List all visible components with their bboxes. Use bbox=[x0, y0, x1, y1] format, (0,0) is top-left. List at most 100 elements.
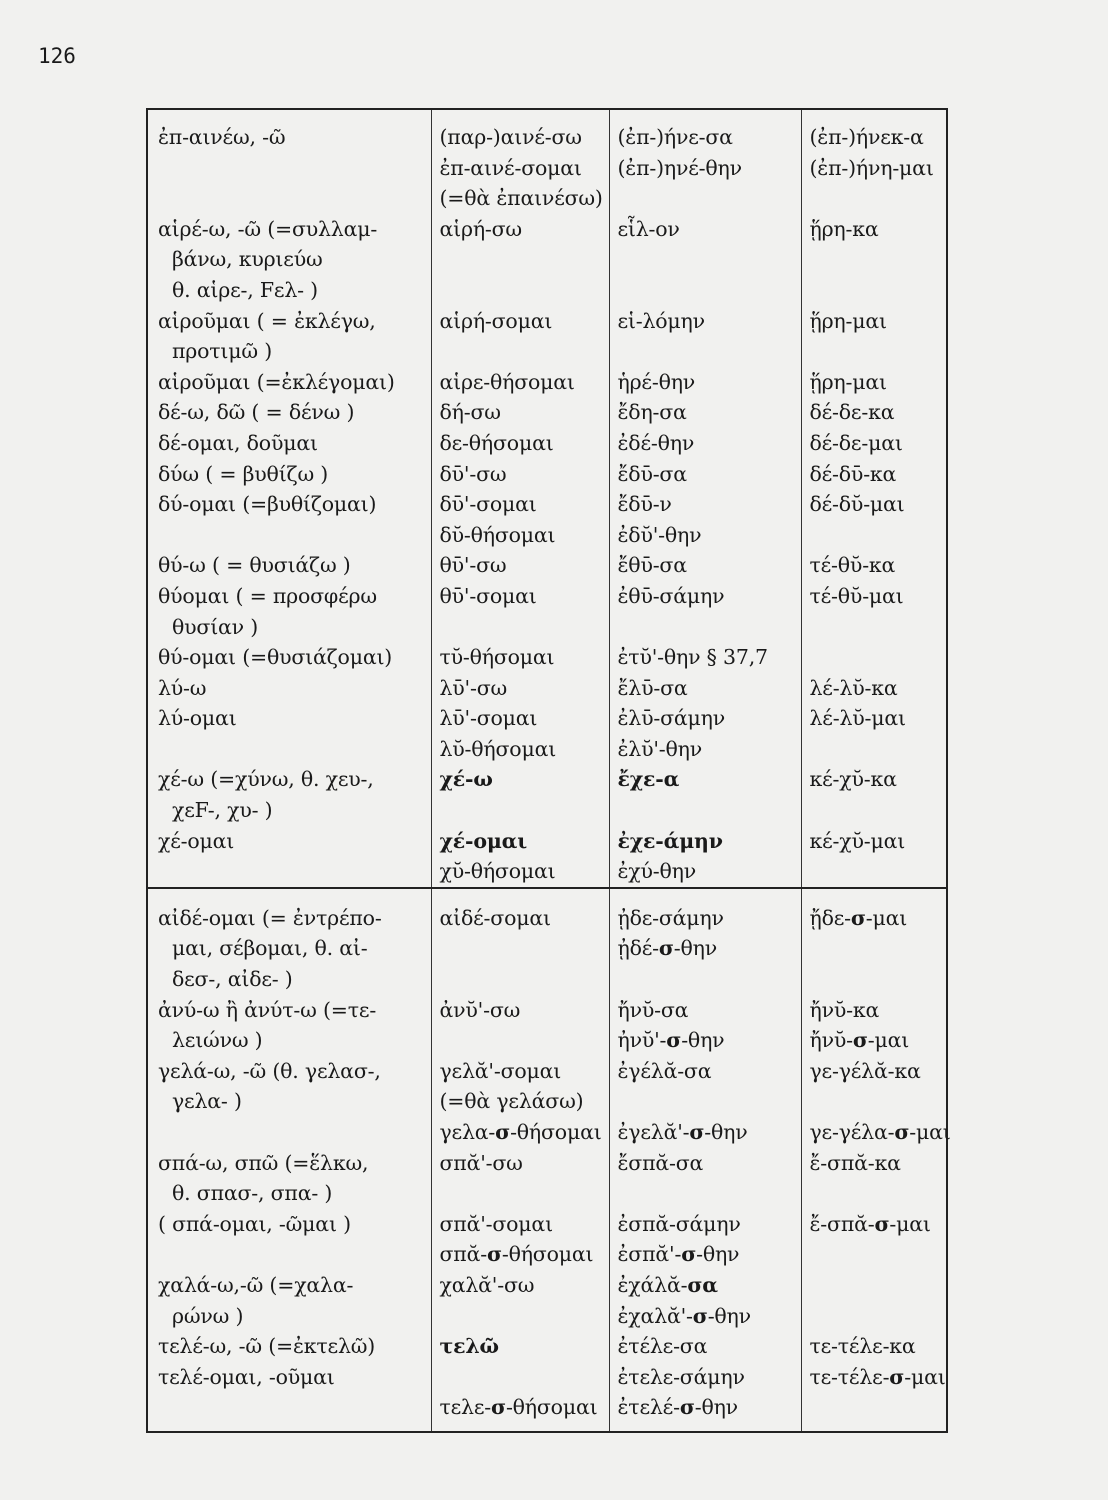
verb-future-cell: αἱρή-σομαι bbox=[430, 305, 609, 367]
table-row: αἱρέ-ω, -ῶ (=συλλαμ-βάνω, κυριεύω θ. αἱρε… bbox=[147, 213, 947, 306]
verb-present-cell: θύ-ω ( = θυσιάζω ) bbox=[147, 550, 431, 581]
table-line: θύομαι ( = προσφέρω bbox=[158, 583, 377, 608]
table-row: τελέ-ομαι, -οῦμαι τελε-σ-θήσομαι ἐτελε-σάμ… bbox=[147, 1361, 947, 1432]
verb-perfect-cell: ᾔδε-σ-μαι bbox=[800, 886, 947, 995]
table-row: αἰδέ-ομαι (= ἐντρέπο-μαι, σέβομαι, θ. αἰ… bbox=[147, 886, 947, 995]
verb-perfect-cell: δέ-δῡ-κα bbox=[800, 458, 947, 490]
table-line: γελᾰ'-σομαι bbox=[439, 1058, 562, 1083]
table-line: (=θὰ γελάσω) bbox=[439, 1089, 584, 1114]
verb-perfect-cell: ἔ-σπᾰ-κα bbox=[800, 1147, 947, 1209]
table-line: ἐτελε-σάμην bbox=[617, 1364, 745, 1389]
verb-future-cell: λῡ'-σω bbox=[430, 672, 609, 704]
table-row: δέ-ομαι, δοῦμαι δε-θήσομαι ἐδέ-θην δέ-δε-μα… bbox=[147, 427, 947, 459]
text-segment: -θήσομαι bbox=[505, 1395, 598, 1420]
verb-future-cell: χαλᾰ'-σω bbox=[430, 1269, 609, 1332]
table-line: σπᾰ'-σω bbox=[439, 1150, 523, 1175]
verb-present-cell: θύομαι ( = προσφέρω θυσίαν ) bbox=[147, 581, 431, 642]
text-segment: -μαι bbox=[909, 1120, 951, 1144]
table-line: ἐσπᾰ-σάμην bbox=[617, 1211, 741, 1236]
table-line: ἐγελᾰ'-σ-θην bbox=[618, 1117, 801, 1148]
table-line: σπᾰ-σ-θήσομαι bbox=[440, 1239, 609, 1270]
text-segment: γελα- bbox=[439, 1120, 496, 1144]
verb-future-cell: χέ-ω bbox=[430, 764, 609, 826]
text-segment: ἔ-σπᾰ- bbox=[809, 1211, 875, 1236]
verb-future-cell: λῡ'-σομαι λῠ-θήσομαι bbox=[430, 703, 609, 765]
text-segment: ἐχαλᾰ'- bbox=[617, 1303, 693, 1328]
text-segment: ἐτελέ- bbox=[617, 1395, 681, 1420]
verb-present-cell: σπά-ω, σπῶ (=ἕλκω, θ. σπασ-, σπα- ) bbox=[147, 1148, 431, 1209]
table-line: τελε-σ-θήσομαι bbox=[440, 1392, 609, 1423]
verb-aorist-cell: ἐτέλε-σα bbox=[608, 1331, 801, 1362]
table-line: δέ-ω, δῶ ( = δένω ) bbox=[158, 400, 355, 425]
table-line: χῠ-θήσομαι bbox=[439, 859, 556, 884]
table-line: θυσίαν ) bbox=[172, 614, 259, 639]
verb-perfect-cell: ᾕρη-κα bbox=[800, 213, 947, 306]
verb-present-cell: δέ-ομαι, δοῦμαι bbox=[147, 428, 431, 459]
bold-segment: χέ-ομαι bbox=[439, 828, 528, 853]
verb-perfect-cell: γε-γέλᾰ-κα γε-γέλα-σ-μαι bbox=[800, 1055, 951, 1148]
verb-present-cell: δύω ( = βυθίζω ) bbox=[147, 459, 431, 490]
table-line: τε-τέλε-σ-μαι bbox=[810, 1362, 947, 1393]
bold-segment: σ bbox=[679, 1395, 695, 1420]
verb-aorist-cell: ἔδῡ-ν ἐδῠ'-θην bbox=[608, 489, 801, 551]
verb-future-cell: σπᾰ'-σομαι σπᾰ-σ-θήσομαι bbox=[430, 1208, 609, 1270]
table-line: εἷλ-ον bbox=[617, 216, 680, 241]
table-line: δῡ'-σομαι bbox=[439, 492, 537, 517]
verb-future-cell: θῡ'-σομαι bbox=[430, 580, 609, 643]
table-line: ἔχε-α bbox=[618, 764, 801, 795]
table-line: δέ-δε-κα bbox=[809, 400, 895, 425]
bold-segment: σ bbox=[486, 1242, 502, 1267]
table-line: ἐδῠ'-θην bbox=[617, 522, 702, 547]
verb-present-cell: γελά-ω, -ῶ (θ. γελασ-, γελα- ) bbox=[147, 1056, 431, 1148]
verb-perfect-cell bbox=[800, 642, 947, 673]
table-row: δύ-ομαι (=βυθίζομαι) δῡ'-σομαι δῠ-θήσομαι ἔ… bbox=[147, 489, 947, 551]
verb-perfect-cell: (ἐπ-)ήνεκ-α (ἐπ-)ήνη-μαι bbox=[800, 109, 947, 214]
table-line: ( σπά-ομαι, -ῶμαι ) bbox=[158, 1211, 351, 1236]
bold-segment: σ bbox=[491, 1395, 506, 1420]
verb-perfect-cell: τε-τέλε-κα bbox=[800, 1331, 947, 1362]
table-line: ἐλῠ'-θην bbox=[617, 736, 703, 761]
verb-aorist-cell: εἱ-λόμην bbox=[608, 305, 801, 367]
table-line: θ. αἱρε-, Fελ- ) bbox=[172, 277, 318, 302]
table-line: εἱ-λόμην bbox=[617, 308, 706, 333]
table-line: χέ-ομαι bbox=[158, 828, 235, 853]
text-segment: -θην bbox=[696, 1242, 740, 1267]
table-line: θῡ'-σομαι bbox=[439, 583, 537, 608]
table-line: ἐπ-αινέω, -ῶ bbox=[158, 125, 286, 149]
bold-segment: σ bbox=[852, 1028, 868, 1053]
verb-future-cell: θῡ'-σω bbox=[430, 550, 609, 581]
verb-perfect-cell: τέ-θῠ-κα bbox=[800, 550, 947, 581]
table-line: γελα-σ-θήσομαι bbox=[440, 1117, 609, 1148]
table-line: ᾔδε-σ-μαι bbox=[810, 903, 947, 934]
verb-present-cell: χαλά-ω,-ῶ (=χαλα-ρώνω ) bbox=[147, 1270, 431, 1331]
table-line: (ἐπ-)ήνη-μαι bbox=[809, 155, 934, 180]
table-line: ἐδέ-θην bbox=[617, 430, 695, 455]
table-line bbox=[810, 1270, 947, 1301]
text-segment: ἤνῠ- bbox=[809, 1028, 854, 1053]
table-line: αἱρε-θήσομαι bbox=[439, 369, 575, 394]
verb-aorist-cell: ἐγέλᾰ-σα ἐγελᾰ'-σ-θην bbox=[608, 1055, 801, 1148]
table-line: (=θὰ ἐπαινέσω) bbox=[439, 186, 603, 211]
bold-segment: σα bbox=[687, 1272, 718, 1297]
table-line: θῡ'-σω bbox=[439, 553, 507, 578]
table-line: γελα- ) bbox=[172, 1089, 242, 1114]
table-line: (ἐπ-)ήνε-σα bbox=[617, 125, 734, 149]
table-line bbox=[810, 734, 947, 765]
verb-present-cell: ἐπ-αινέω, -ῶ bbox=[147, 109, 431, 214]
table-line: χέ-ω bbox=[440, 764, 609, 795]
verb-present-cell: τελέ-ω, -ῶ (=ἐκτελῶ) bbox=[147, 1331, 431, 1362]
table-line bbox=[158, 1239, 431, 1270]
table-line: τελέ-ομαι, -οῦμαι bbox=[158, 1364, 335, 1389]
table-line: ἔδῡ-σα bbox=[617, 461, 688, 486]
verb-present-cell: δύ-ομαι (=βυθίζομαι) bbox=[147, 489, 431, 550]
verb-aorist-cell: ἡρέ-θην bbox=[608, 366, 801, 398]
bold-segment: σ bbox=[658, 936, 674, 961]
text-segment: -μαι bbox=[865, 905, 908, 930]
verb-perfect-cell: κέ-χῠ-κα bbox=[800, 764, 947, 826]
verb-perfect-cell: ᾕρη-μαι bbox=[800, 305, 947, 367]
table-line: δύ-ομαι (=βυθίζομαι) bbox=[158, 492, 377, 517]
verb-present-cell: αἰδέ-ομαι (= ἐντρέπο-μαι, σέβομαι, θ. αἰ… bbox=[147, 886, 431, 995]
verb-aorist-cell: εἷλ-ον bbox=[608, 213, 801, 306]
table-line: ρώνω ) bbox=[172, 1303, 244, 1328]
verb-present-cell: αἱροῦμαι (=ἐκλέγομαι) bbox=[147, 367, 431, 398]
